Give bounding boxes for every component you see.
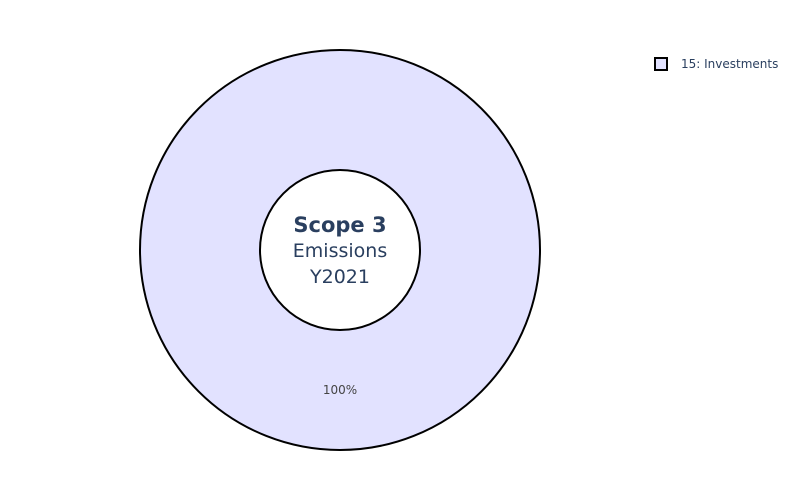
center-line-2: Y2021 — [309, 266, 370, 288]
slice-value-label: 100% — [323, 383, 357, 397]
slice-labels-layer: 100% — [323, 383, 357, 397]
center-title: Scope 3 — [293, 213, 386, 237]
center-line-1: Emissions — [293, 240, 387, 262]
legend-item[interactable]: 15: Investments — [654, 57, 778, 71]
legend-swatch[interactable] — [654, 57, 668, 71]
legend[interactable]: 15: Investments — [654, 57, 778, 71]
donut-hole — [259, 169, 421, 331]
legend-label[interactable]: 15: Investments — [681, 57, 778, 71]
